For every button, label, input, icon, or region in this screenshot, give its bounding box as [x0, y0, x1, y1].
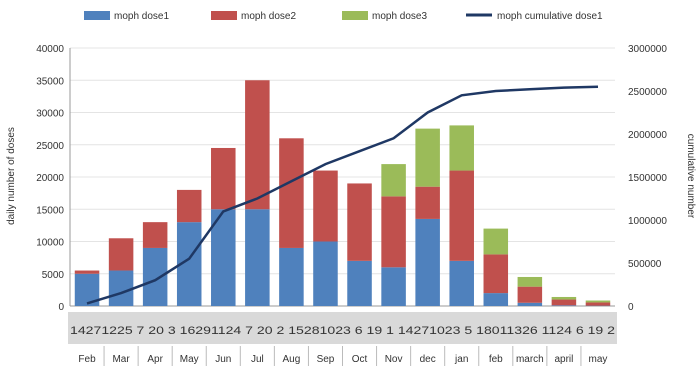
- bar-dose1: [449, 260, 474, 306]
- y-right-tick-label: 500000: [628, 259, 662, 270]
- bar-dose1: [211, 209, 236, 306]
- x-axis-day-strip: [68, 312, 617, 344]
- legend-label-cumulative: moph cumulative dose1: [497, 11, 603, 22]
- bar-dose3: [415, 128, 440, 187]
- y-left-tick-label: 5000: [42, 270, 65, 281]
- y-left-tick-label: 10000: [36, 238, 64, 249]
- bars: [74, 80, 611, 306]
- bar-dose2: [108, 238, 134, 271]
- month-label: Jul: [251, 354, 264, 365]
- bar-dose2: [347, 183, 372, 261]
- x-axis-months: Feb Mar Apr May Jun Jul Aug Sep Oct Nov dec jan feb m…: [78, 346, 607, 366]
- cumulative-line: [86, 85, 599, 305]
- bar-dose2: [449, 170, 474, 261]
- bar-dose1: [245, 209, 270, 306]
- bar-dose2: [279, 138, 304, 248]
- month-label: march: [516, 354, 544, 365]
- bar-dose2: [74, 270, 100, 274]
- y-left-tick-label: 30000: [36, 109, 64, 120]
- y-right-tick-label: 0: [628, 302, 634, 313]
- bar-dose1: [108, 270, 134, 306]
- bar-dose2: [517, 286, 543, 303]
- legend-swatch-dose3: [342, 11, 368, 20]
- bar-dose1: [279, 247, 304, 306]
- bar-dose3: [449, 125, 474, 171]
- y-left-tick-label: 20000: [36, 173, 64, 184]
- month-label: feb: [489, 354, 503, 365]
- bar-dose2: [313, 170, 338, 242]
- bar-dose2: [483, 254, 509, 294]
- bar-dose3: [585, 300, 611, 303]
- month-label: jan: [454, 354, 468, 365]
- bar-dose1: [415, 218, 440, 306]
- y-right-tick-label: 3000000: [628, 44, 667, 55]
- month-label: may: [589, 354, 608, 365]
- bar-dose1: [483, 293, 509, 306]
- legend-swatch-dose1: [84, 11, 110, 20]
- legend-label-dose1: moph dose1: [114, 11, 169, 22]
- month-label: Feb: [78, 354, 96, 365]
- y-right-tick-label: 2500000: [628, 87, 667, 98]
- y-right-tick-label: 1500000: [628, 173, 667, 184]
- bar-dose2: [415, 186, 440, 219]
- month-label: Oct: [352, 354, 368, 365]
- bar-dose2: [551, 299, 577, 306]
- bar-dose1: [517, 302, 543, 306]
- bar-dose1: [381, 267, 406, 306]
- bar-dose2: [381, 196, 406, 268]
- bar-dose2: [211, 147, 236, 210]
- bar-dose3: [517, 276, 543, 287]
- y-right-tick-label: 1000000: [628, 216, 667, 227]
- bar-dose3: [551, 296, 577, 300]
- y-left-tick-label: 15000: [36, 205, 64, 216]
- bar-dose3: [381, 164, 406, 197]
- bar-dose2: [245, 80, 270, 210]
- y-left-tick-label: 25000: [36, 141, 64, 152]
- month-label: april: [554, 354, 573, 365]
- bar-dose2: [142, 222, 168, 248]
- bar-dose2: [585, 302, 611, 306]
- y-right-tick-label: 2000000: [628, 130, 667, 141]
- month-label: May: [180, 354, 199, 365]
- month-label: Jun: [215, 354, 231, 365]
- bar-dose1: [142, 247, 168, 306]
- y-right-axis-title: cumulative number: [685, 134, 696, 219]
- bar-dose3: [483, 228, 509, 255]
- y-right-ticks: 0 500000 1000000 1500000 2000000 2500000 30000…: [628, 44, 667, 313]
- month-label: Sep: [317, 354, 335, 365]
- legend-label-dose3: moph dose3: [372, 11, 427, 22]
- y-left-axis-title: daily number of doses: [6, 127, 17, 225]
- month-label: Mar: [112, 354, 130, 365]
- y-left-tick-label: 40000: [36, 44, 64, 55]
- x-axis-day-ticks: 14271225 7 20 3 16291124 7 20 2 15281023…: [70, 325, 615, 337]
- month-label: Apr: [147, 354, 163, 365]
- legend-swatch-dose2: [211, 11, 237, 20]
- month-label: Nov: [385, 354, 403, 365]
- legend: moph dose1 moph dose2 moph dose3 moph cu…: [84, 11, 603, 22]
- bar-dose1: [313, 241, 338, 306]
- bar-dose1: [347, 260, 372, 306]
- bar-dose1: [551, 305, 577, 306]
- legend-label-dose2: moph dose2: [241, 11, 296, 22]
- cumulative-line-layer: [86, 85, 599, 305]
- bar-dose2: [176, 189, 202, 223]
- month-label: dec: [420, 354, 436, 365]
- y-left-ticks: 0 5000 10000 15000 20000 25000 30000 35000 40000: [36, 44, 64, 313]
- y-left-tick-label: 35000: [36, 76, 64, 87]
- y-left-tick-label: 0: [58, 302, 64, 313]
- month-label: Aug: [283, 354, 301, 365]
